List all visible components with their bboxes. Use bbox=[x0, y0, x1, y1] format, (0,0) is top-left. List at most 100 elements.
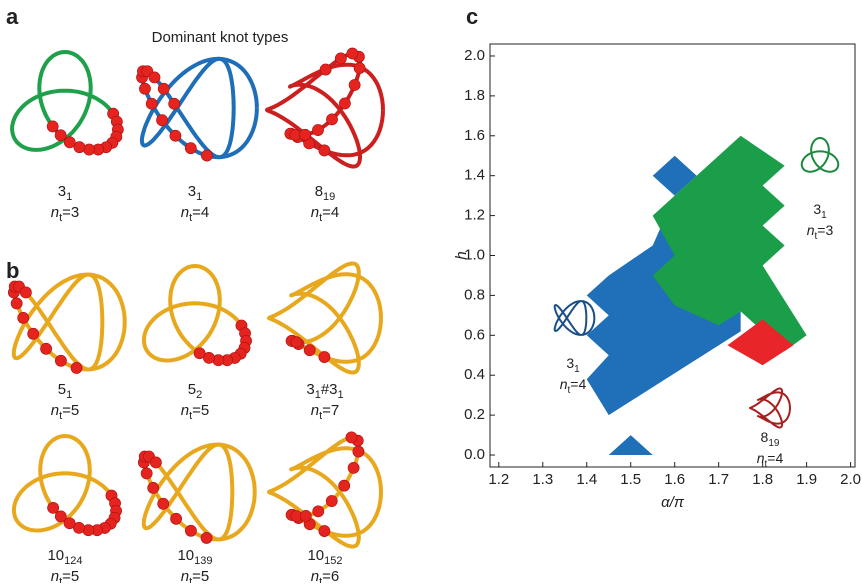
variable: n bbox=[181, 568, 189, 583]
knot-type: 31#31 bbox=[306, 381, 343, 401]
knot-number: #3 bbox=[321, 381, 338, 398]
y-tick-label: 0.8 bbox=[464, 286, 485, 303]
knot-number: 8 bbox=[315, 183, 323, 200]
bead bbox=[193, 347, 206, 360]
bead bbox=[54, 510, 67, 523]
subscript: t bbox=[189, 212, 192, 224]
variable: n bbox=[757, 450, 765, 466]
y-tick-label: 2.0 bbox=[464, 47, 485, 64]
bead bbox=[17, 311, 30, 324]
bead bbox=[145, 97, 158, 110]
subscript: t bbox=[59, 212, 62, 224]
knot-type: 10152 bbox=[307, 547, 342, 567]
bead bbox=[352, 445, 365, 458]
bead bbox=[156, 114, 168, 127]
value: =4 bbox=[767, 450, 783, 466]
knot-type: 10124 bbox=[47, 547, 82, 567]
knot-tube bbox=[141, 264, 249, 363]
value: =5 bbox=[62, 402, 79, 419]
knot-type: 31 bbox=[813, 201, 827, 221]
knot-number: 5 bbox=[58, 381, 66, 398]
bead bbox=[203, 351, 215, 364]
region bbox=[652, 135, 807, 352]
bead bbox=[147, 481, 160, 494]
variable: n bbox=[311, 402, 319, 419]
knot-type: 52 bbox=[188, 381, 202, 401]
knot-tube bbox=[749, 387, 791, 429]
bead bbox=[338, 479, 351, 492]
subscript: 139 bbox=[194, 555, 212, 567]
bead bbox=[318, 144, 331, 157]
region bbox=[727, 319, 794, 366]
bead bbox=[73, 141, 86, 154]
bead bbox=[139, 82, 151, 95]
x-tick-label: 1.3 bbox=[532, 471, 553, 488]
y-tick-label: 0.6 bbox=[464, 326, 485, 343]
subscript: t bbox=[319, 212, 322, 224]
knot-type: 819 bbox=[761, 429, 780, 449]
x-tick-label: 1.7 bbox=[708, 471, 729, 488]
knot-type: 819 bbox=[315, 183, 336, 203]
knot-tube bbox=[139, 56, 259, 160]
value: =5 bbox=[192, 568, 209, 583]
bead bbox=[318, 525, 331, 537]
region bbox=[608, 435, 653, 456]
value: =5 bbox=[192, 402, 209, 419]
y-tick-label: 1.0 bbox=[464, 246, 485, 263]
bead bbox=[157, 497, 170, 510]
bead bbox=[54, 129, 67, 142]
subscript: t bbox=[189, 576, 192, 583]
subscript: 1 bbox=[196, 191, 202, 203]
y-tick-label: 0.4 bbox=[464, 366, 485, 383]
y-tick-label: 1.6 bbox=[464, 127, 485, 144]
subscript: 1 bbox=[66, 191, 72, 203]
variable: n bbox=[51, 568, 59, 583]
variable: n bbox=[181, 204, 189, 221]
subscript: 124 bbox=[64, 555, 82, 567]
subscript: t bbox=[815, 231, 818, 242]
variable: n bbox=[311, 204, 319, 221]
knot-type: 31 bbox=[566, 355, 580, 375]
bead bbox=[73, 521, 85, 534]
knot-tube bbox=[141, 442, 257, 542]
bead bbox=[346, 47, 359, 60]
crossing-number: nt=5 bbox=[181, 568, 210, 583]
subscript: t bbox=[59, 576, 62, 583]
variable: n bbox=[51, 402, 59, 419]
bead bbox=[27, 327, 40, 340]
bead bbox=[169, 129, 182, 142]
knot-number: 10 bbox=[307, 547, 324, 564]
bead bbox=[148, 71, 161, 84]
knot-number: 3 bbox=[306, 381, 314, 398]
knot-number: 3 bbox=[566, 355, 574, 371]
bead bbox=[157, 82, 170, 95]
value: =4 bbox=[192, 204, 209, 221]
bead bbox=[312, 124, 324, 136]
crossing-number: nt=5 bbox=[51, 568, 80, 583]
knot-number: 10 bbox=[47, 547, 64, 564]
subscript: t bbox=[765, 459, 768, 470]
value: =3 bbox=[817, 222, 833, 238]
y-axis-label: h bbox=[453, 251, 470, 259]
subscript: 1 bbox=[338, 389, 344, 401]
bead bbox=[347, 461, 360, 474]
bead bbox=[63, 517, 76, 530]
variable: n bbox=[560, 376, 568, 392]
knot-type: 31 bbox=[188, 183, 202, 203]
knot-number: 3 bbox=[58, 183, 66, 200]
x-tick-label: 1.8 bbox=[752, 471, 773, 488]
crossing-number: nt=3 bbox=[51, 204, 80, 224]
subscript: t bbox=[189, 410, 192, 422]
bead bbox=[63, 136, 76, 149]
panel-title: Dominant knot types bbox=[152, 29, 289, 46]
value: =5 bbox=[62, 568, 79, 583]
x-tick-label: 1.2 bbox=[488, 471, 509, 488]
knot-type: 10139 bbox=[177, 547, 212, 567]
knot-number: 5 bbox=[188, 381, 196, 398]
crossing-number: nt=6 bbox=[311, 568, 340, 583]
x-tick-label: 2.0 bbox=[840, 471, 861, 488]
bead bbox=[140, 467, 153, 480]
y-tick-label: 1.4 bbox=[464, 167, 485, 184]
y-tick-label: 1.2 bbox=[464, 207, 485, 224]
